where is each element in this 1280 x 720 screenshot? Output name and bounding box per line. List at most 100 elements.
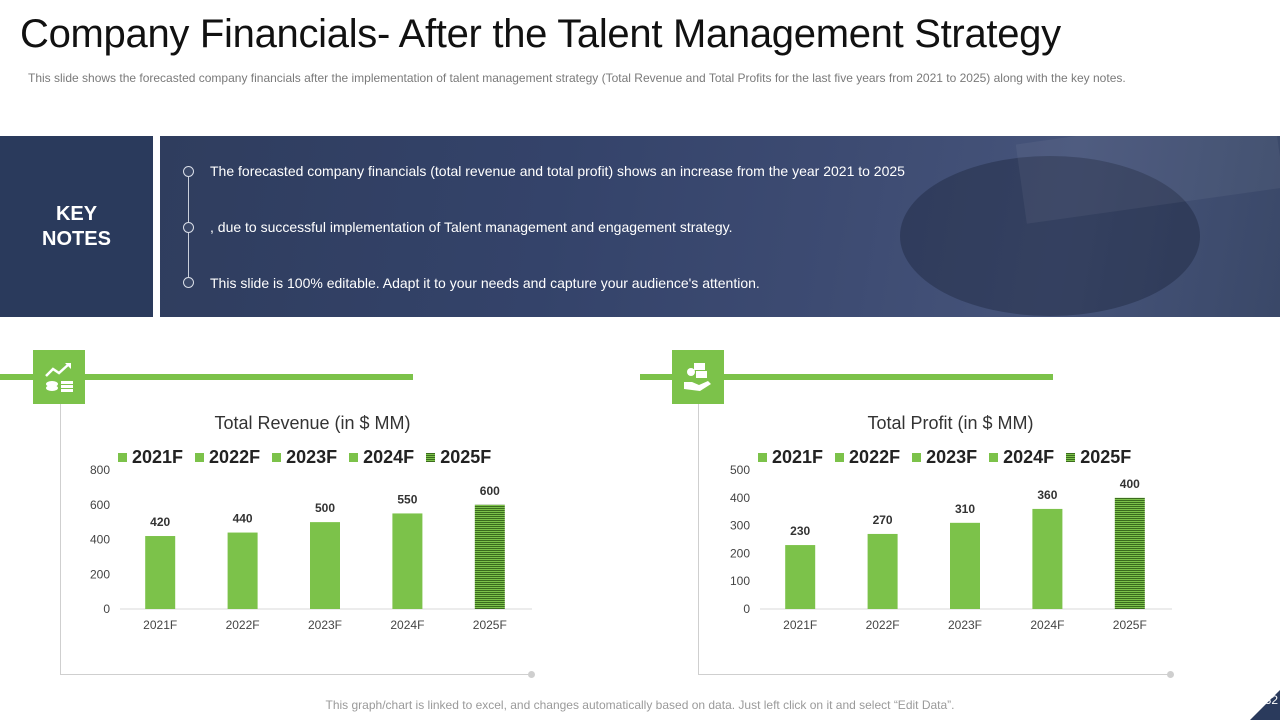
profit-data-label: 400 bbox=[1120, 477, 1140, 491]
profit-data-label: 230 bbox=[790, 524, 810, 538]
profit-y-tick-label: 500 bbox=[730, 463, 750, 477]
profit-x-tick-label: 2023F bbox=[948, 618, 982, 632]
revenue-y-tick-label: 0 bbox=[103, 602, 110, 616]
legend-label: 2021F bbox=[132, 447, 184, 467]
legend-swatch bbox=[758, 453, 767, 462]
revenue-data-label: 600 bbox=[480, 484, 500, 498]
legend-item: 2021F bbox=[118, 447, 183, 468]
legend-item: 2022F bbox=[835, 447, 900, 468]
legend-swatch bbox=[1066, 453, 1076, 462]
key-notes-content: The forecasted company financials (total… bbox=[160, 136, 1280, 317]
revenue-chart-title: Total Revenue (in $ MM) bbox=[214, 413, 411, 433]
legend-label: 2023F bbox=[926, 447, 978, 467]
revenue-bar-2024F bbox=[392, 513, 423, 609]
legend-swatch bbox=[349, 453, 359, 462]
revenue-bar-2025F bbox=[474, 504, 505, 609]
legend-label: 2021F bbox=[772, 447, 824, 467]
panel-accent-line bbox=[640, 374, 1053, 380]
revenue-data-label: 420 bbox=[150, 515, 170, 529]
revenue-y-tick-label: 600 bbox=[90, 498, 110, 512]
revenue-data-label: 500 bbox=[315, 501, 335, 515]
legend-label: 2024F bbox=[1003, 447, 1055, 467]
page-corner bbox=[1250, 690, 1280, 720]
chart-frame bbox=[60, 404, 532, 675]
revenue-x-tick-label: 2022F bbox=[226, 618, 260, 632]
legend-swatch bbox=[118, 453, 127, 462]
legend-swatch bbox=[989, 453, 999, 462]
band-separator bbox=[153, 136, 160, 317]
profit-data-label: 360 bbox=[1037, 488, 1057, 502]
profit-bar-2025F bbox=[1114, 497, 1145, 609]
profit-legend: 2021F 2022F 2023F 2024F 2025F bbox=[758, 447, 1131, 468]
legend-label: 2022F bbox=[209, 447, 261, 467]
coins-growth-icon bbox=[33, 350, 85, 404]
key-note-bullet-1: The forecasted company financials (total… bbox=[210, 163, 905, 179]
page-number: 32 bbox=[1264, 693, 1278, 707]
profit-x-tick-label: 2024F bbox=[1030, 618, 1064, 632]
bullet-dot-icon bbox=[183, 277, 194, 288]
profit-y-tick-label: 400 bbox=[730, 491, 750, 505]
profit-panel: Total Profit (in $ MM) 2021F 2022F 2023F… bbox=[640, 350, 1230, 680]
revenue-data-label: 440 bbox=[233, 512, 253, 526]
key-note-bullet-2: , due to successful implementation of Ta… bbox=[210, 219, 733, 235]
profit-chart-title: Total Profit (in $ MM) bbox=[867, 413, 1034, 433]
revenue-bar-2023F bbox=[310, 522, 340, 609]
profit-data-label: 310 bbox=[955, 502, 975, 516]
key-note-bullet-3: This slide is 100% editable. Adapt it to… bbox=[210, 275, 760, 291]
legend-item: 2024F bbox=[989, 447, 1054, 468]
profit-x-tick-label: 2021F bbox=[783, 618, 817, 632]
revenue-x-tick-label: 2021F bbox=[143, 618, 177, 632]
legend-item: 2022F bbox=[195, 447, 260, 468]
revenue-data-label: 550 bbox=[397, 492, 417, 506]
slide-title: Company Financials- After the Talent Man… bbox=[20, 12, 1061, 56]
money-hand-icon bbox=[672, 350, 724, 404]
bullet-dot-icon bbox=[183, 222, 194, 233]
legend-label: 2025F bbox=[1080, 447, 1132, 467]
legend-item: 2023F bbox=[272, 447, 337, 468]
legend-label: 2024F bbox=[363, 447, 415, 467]
profit-x-tick-label: 2025F bbox=[1113, 618, 1147, 632]
legend-swatch bbox=[912, 453, 922, 462]
legend-label: 2023F bbox=[286, 447, 338, 467]
profit-x-tick-label: 2022F bbox=[866, 618, 900, 632]
revenue-y-tick-label: 800 bbox=[90, 463, 110, 477]
revenue-bar-2021F bbox=[145, 536, 176, 609]
legend-item: 2023F bbox=[912, 447, 977, 468]
revenue-bar-chart: 0 200 400 600 800 420 2021F 440 2022F 500 2023F 550… bbox=[90, 463, 532, 632]
legend-item: 2025F bbox=[426, 447, 491, 468]
key-notes-heading: KEY NOTES bbox=[0, 136, 153, 317]
profit-bar-2022F bbox=[867, 533, 898, 609]
chart-frame bbox=[698, 404, 1170, 675]
legend-swatch bbox=[426, 453, 436, 462]
bullet-dot-icon bbox=[183, 166, 194, 177]
key-notes-heading-line1: KEY bbox=[55, 202, 98, 225]
profit-bar-2024F bbox=[1032, 508, 1063, 609]
revenue-y-tick-label: 200 bbox=[90, 567, 110, 581]
legend-swatch bbox=[835, 453, 845, 462]
legend-item: 2025F bbox=[1066, 447, 1131, 468]
profit-y-tick-label: 300 bbox=[730, 519, 750, 533]
panel-accent-line bbox=[0, 374, 413, 380]
revenue-x-tick-label: 2024F bbox=[390, 618, 424, 632]
legend-swatch bbox=[272, 453, 282, 462]
profit-bar-chart: 0 100 200 300 400 500 230 2021F 270 2022F 310 2023F… bbox=[730, 463, 1172, 632]
revenue-legend: 2021F 2022F 2023F 2024F 2025F bbox=[118, 447, 491, 468]
slide-subtitle: This slide shows the forecasted company … bbox=[28, 71, 1126, 85]
revenue-bar-2022F bbox=[227, 532, 258, 609]
legend-label: 2022F bbox=[849, 447, 901, 467]
profit-y-tick-label: 200 bbox=[730, 546, 750, 560]
background-photo-shape bbox=[900, 156, 1200, 316]
key-notes-band: KEY NOTES The forecasted company financi… bbox=[0, 136, 1280, 317]
profit-data-label: 270 bbox=[873, 513, 893, 527]
frame-dot bbox=[528, 671, 535, 678]
revenue-x-tick-label: 2023F bbox=[308, 618, 342, 632]
legend-item: 2021F bbox=[758, 447, 823, 468]
profit-bar-2021F bbox=[785, 545, 816, 609]
legend-item: 2024F bbox=[349, 447, 414, 468]
key-notes-heading-line2: NOTES bbox=[42, 227, 111, 250]
legend-swatch bbox=[195, 453, 205, 462]
footer-note: This graph/chart is linked to excel, and… bbox=[325, 698, 955, 712]
revenue-panel: Total Revenue (in $ MM) 2021F 2022F 2023… bbox=[0, 350, 590, 680]
profit-y-tick-label: 100 bbox=[730, 574, 750, 588]
revenue-x-tick-label: 2025F bbox=[473, 618, 507, 632]
